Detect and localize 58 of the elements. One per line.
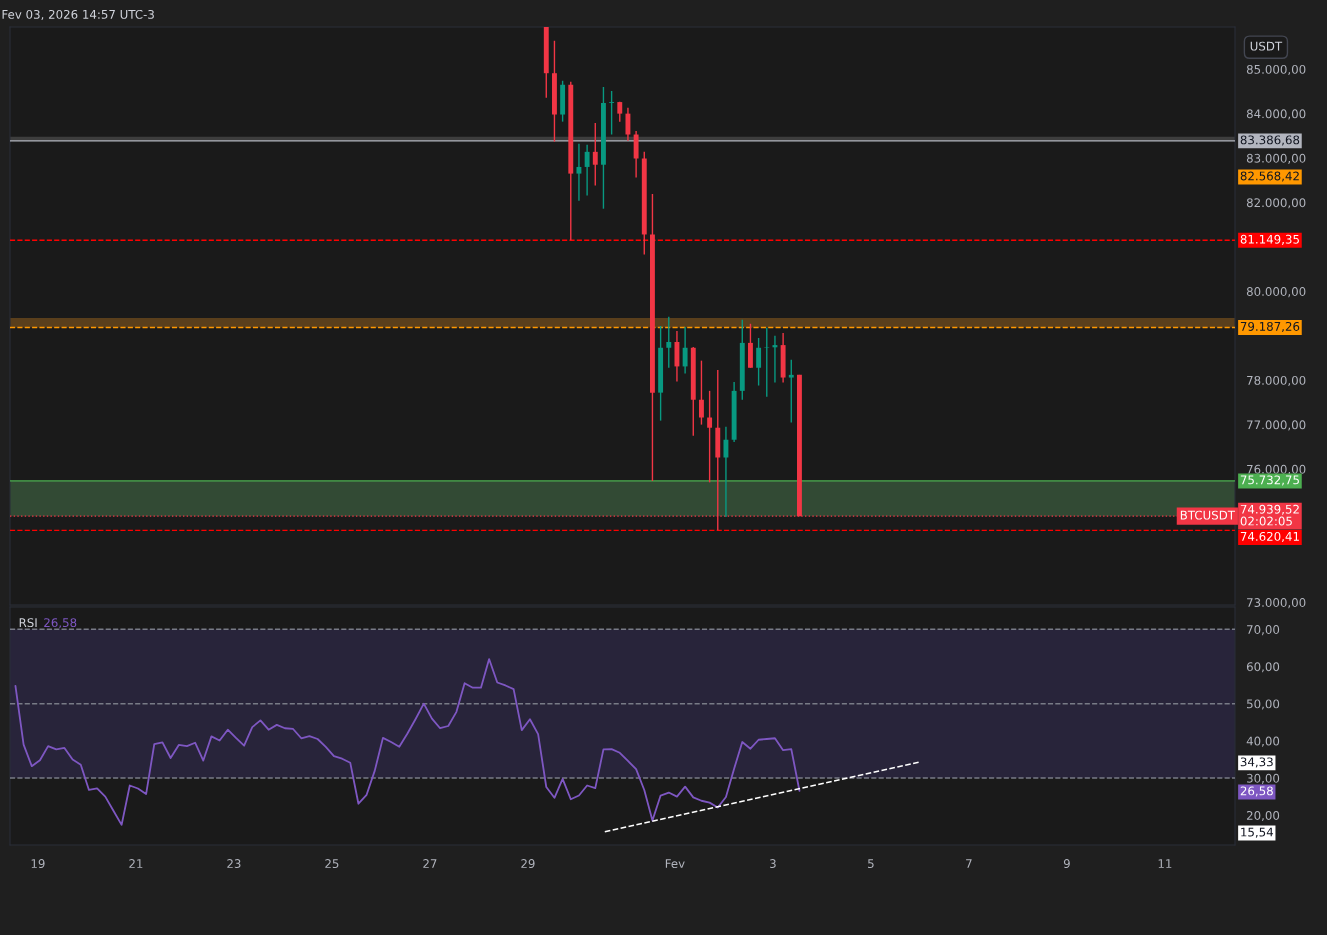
- y-tick-label: 78.000,00: [1247, 375, 1306, 387]
- text: 15,54: [1241, 827, 1274, 838]
- candlestick: [592, 122, 598, 187]
- ref-line-label: 74.939,52 02:02:05: [1240, 504, 1299, 526]
- y-tick-label: 80.000,00: [1246, 287, 1306, 298]
- x-tick-label: 3: [770, 859, 776, 869]
- candlestick: [666, 315, 672, 369]
- candlestick: [764, 327, 770, 398]
- text: 26,58: [1240, 786, 1273, 797]
- candlestick: [756, 337, 762, 387]
- x-tick-label: 5: [868, 859, 874, 869]
- annotation: BTCUSDT: [1180, 510, 1236, 520]
- x-tick-label: 23: [227, 859, 241, 869]
- candlestick: [698, 359, 704, 426]
- y-tick-label: 50,00: [1247, 699, 1280, 710]
- y-tick-label: 77.000,00: [1247, 420, 1306, 431]
- candlestick: [576, 143, 582, 202]
- y-tick-label: 60,00: [1246, 662, 1280, 673]
- line-series: [14, 658, 801, 826]
- candlestick: [584, 144, 590, 197]
- text: 82.568,42: [1240, 171, 1299, 182]
- y-tick-label: 73.000,00: [1247, 598, 1306, 609]
- candlestick: [788, 359, 794, 424]
- x-tick-label: 19: [31, 859, 45, 869]
- y-tick-label: 30,00: [1247, 773, 1280, 784]
- x-tick-label: 25: [325, 859, 339, 869]
- x-tick-label: 29: [521, 859, 535, 869]
- text: USDT: [1250, 41, 1283, 51]
- candlestick: [772, 335, 778, 384]
- ref-line-label: 74.620,41: [1240, 531, 1299, 543]
- ref-line-label: 79.187,26: [1240, 321, 1300, 333]
- y-tick-label: 20,00: [1246, 810, 1280, 822]
- y-tick-label: 40,00: [1246, 736, 1280, 747]
- annotation: 26,58: [44, 618, 77, 629]
- text: RSI: [19, 618, 37, 628]
- y-tick-label: 83.000,00: [1246, 153, 1306, 164]
- ref-line-label: 75.732,75: [1240, 475, 1299, 486]
- candlestick: [707, 390, 713, 484]
- chart-title: Fev 03, 2026 14:57 UTC-3: [2, 9, 154, 21]
- x-tick-label: 21: [129, 859, 143, 868]
- y-tick-label: 84.000,00: [1246, 109, 1306, 120]
- candlestick: [723, 426, 729, 518]
- y-tick-label: 82.000,00: [1246, 198, 1306, 209]
- candlestick: [682, 326, 688, 375]
- candlestick: [625, 107, 631, 142]
- y-tick-label: 76.000,00: [1247, 464, 1306, 475]
- candlestick: [609, 90, 615, 136]
- ref-line-label: 83.386,68: [1240, 135, 1300, 146]
- y-tick-label: 85.000,00: [1246, 64, 1306, 76]
- y-tick-label: 70,00: [1247, 625, 1280, 636]
- x-tick-label: 11: [1158, 859, 1172, 868]
- text: 34,33: [1240, 757, 1273, 768]
- x-tick-label: 9: [1063, 859, 1070, 869]
- x-tick-label: 27: [423, 859, 437, 868]
- ref-line-label: 81.149,35: [1240, 234, 1299, 245]
- x-tick-label: Fev: [665, 859, 685, 869]
- candlestick: [633, 130, 639, 179]
- x-tick-label: 7: [966, 859, 972, 868]
